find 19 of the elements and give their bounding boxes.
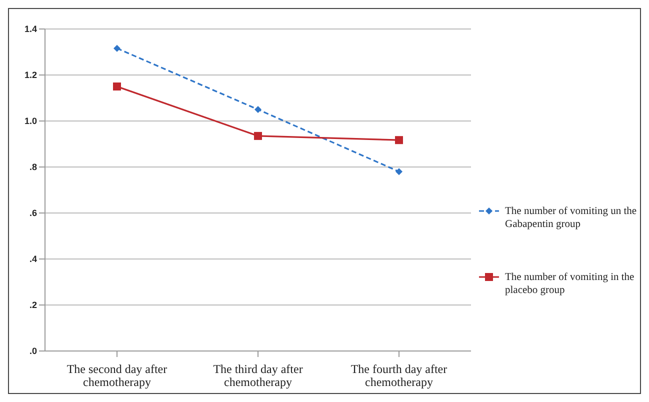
y-tick-label: 1.2: [24, 70, 37, 80]
legend-label: The number of vomiting un the Gabapentin group: [505, 205, 638, 231]
y-tick-label: .4: [29, 254, 37, 264]
x-tick-label: The third day after chemotherapy: [213, 362, 303, 389]
legend-label: The number of vomiting in the placebo group: [505, 271, 636, 297]
point: [395, 136, 403, 144]
y-tick-label: 1.0: [24, 116, 37, 126]
point: [114, 44, 120, 52]
x-tick-label: The fourth day after chemotherapy: [350, 362, 448, 389]
y-tick-label: .0: [29, 346, 37, 356]
point: [396, 168, 402, 176]
point: [113, 82, 121, 90]
y-tick-label: .6: [29, 208, 37, 218]
point: [254, 106, 262, 113]
y-tick-label: 1.4: [24, 24, 37, 34]
y-tick-label: .2: [29, 300, 37, 310]
point: [254, 132, 262, 140]
y-tick-label: .8: [29, 162, 37, 172]
x-tick-label: The second day after chemotherapy: [66, 362, 168, 389]
